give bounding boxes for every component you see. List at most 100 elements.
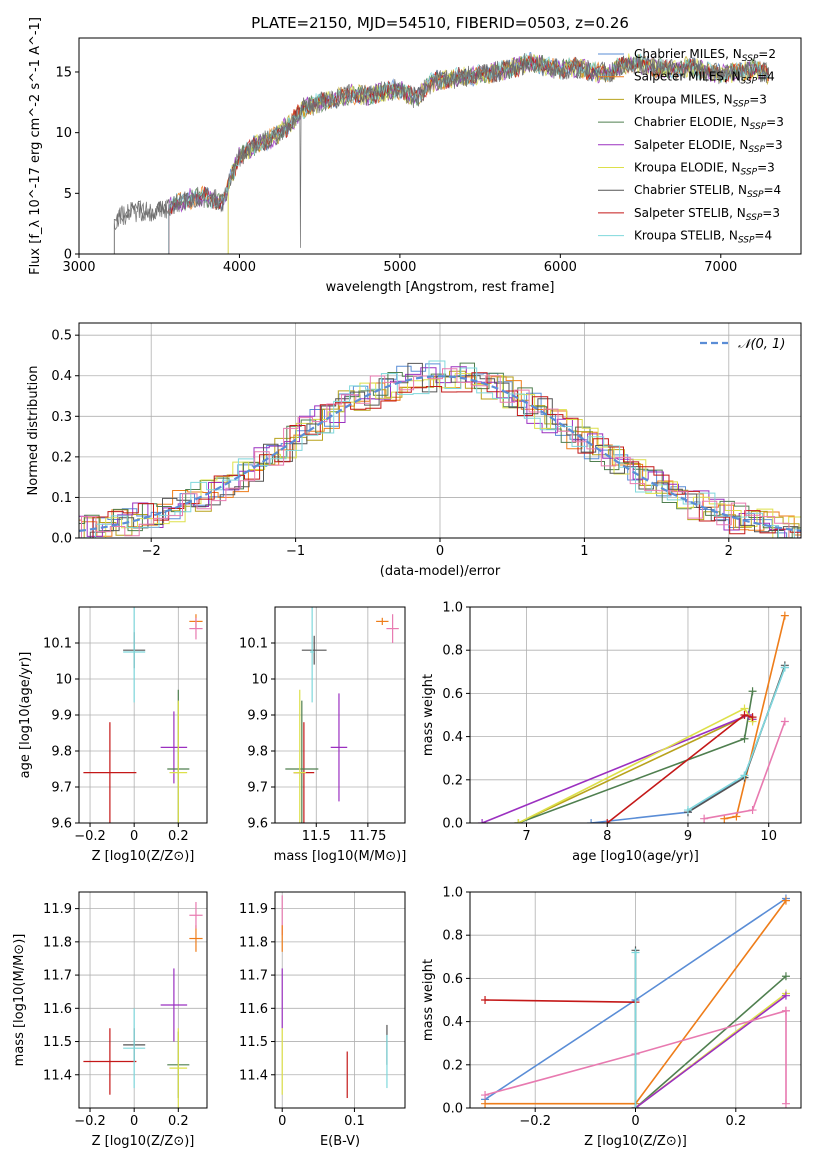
residual-histogram [81, 368, 801, 538]
residual-histogram [79, 366, 801, 538]
axes-frame [469, 606, 802, 824]
legend: Chabrier MILES, NSSP=2 Salpeter MILES, NS… [598, 47, 784, 246]
x-tick-label: 0.1 [344, 1114, 365, 1129]
weight-marker [740, 711, 749, 719]
weight-marker [631, 1104, 640, 1108]
weight-marker [700, 814, 709, 823]
plot-area [478, 611, 789, 823]
y-tick-label: 11.4 [239, 1068, 268, 1083]
x-tick-label: 7 [522, 829, 530, 844]
y-axis-label: mass [log10(M/M⊙)] [12, 934, 27, 1067]
y-axis-label: Normed distribution [26, 366, 41, 496]
y-tick-label: 9.8 [51, 745, 72, 760]
axes: −2 −1 0 1 2 0.0 0.1 0.2 0.3 0.4 0.5 (data-model)/er… [26, 322, 802, 579]
weight-line [518, 707, 754, 823]
weight-marker [780, 611, 789, 620]
weight-marker [631, 948, 640, 957]
panel-mass-vs-EBV: 0 0.1 11.4 11.5 11.6 11.7 11.8 11.9 E(B-V) [239, 891, 406, 1149]
weight-marker [514, 819, 523, 823]
y-tick-label: 1.0 [442, 886, 463, 901]
plot-area [79, 360, 801, 538]
weight-line [635, 995, 787, 1108]
y-tick-label: 0.6 [442, 687, 463, 702]
error-point [310, 607, 315, 703]
y-tick-label: 5 [64, 187, 72, 202]
legend-label: Kroupa ELODIE, NSSP=3 [634, 161, 775, 178]
y-tick-label: 11.6 [43, 1002, 72, 1017]
weight-marker [748, 806, 757, 815]
y-axis-label: mass weight [421, 674, 436, 756]
y-tick-label: 9.7 [247, 781, 268, 796]
axes-frame [78, 37, 802, 255]
y-axis-label: mass weight [421, 959, 436, 1041]
weight-line [687, 667, 786, 811]
axes: 0 0.1 11.4 11.5 11.6 11.7 11.8 11.9 E(B-V) [239, 891, 406, 1149]
weight-marker [481, 1091, 490, 1100]
residual-histogram [79, 372, 801, 538]
x-tick-label: 9 [684, 829, 692, 844]
model-spectrum-line [168, 54, 769, 254]
plot-area [481, 894, 790, 1108]
panel-mass-vs-Z: −0.2 0 0.2 11.4 11.5 11.6 11.7 11.8 11.9 Z [log10… [12, 891, 208, 1149]
weight-marker [748, 713, 757, 722]
legend-label: 𝒩(0, 1) [738, 337, 785, 352]
x-tick-label: 4000 [223, 260, 256, 275]
y-tick-label: 11.7 [43, 969, 72, 984]
plot-area [281, 895, 388, 1099]
y-tick-label: 15 [55, 65, 72, 80]
residual-histogram [79, 373, 801, 538]
x-tick-label: 11.5 [302, 829, 331, 844]
x-tick-label: 0 [631, 1114, 639, 1129]
legend-label: Chabrier ELODIE, NSSP=3 [634, 115, 784, 132]
x-tick-label: 3000 [62, 260, 95, 275]
residual-histogram [79, 370, 801, 538]
plot-area [83, 901, 203, 1108]
legend-label: Salpeter MILES, NSSP=4 [634, 70, 775, 87]
legend-label: Chabrier MILES, NSSP=2 [634, 47, 776, 64]
weight-line [606, 714, 753, 823]
y-tick-label: 11.9 [43, 902, 72, 917]
x-tick-label: 2 [725, 544, 733, 559]
x-axis-label: Z [log10(Z/Z⊙)] [584, 1134, 687, 1149]
x-axis-label: age [log10(age/yr)] [572, 849, 699, 864]
y-tick-label: 9.7 [51, 781, 72, 796]
y-tick-label: 9.9 [247, 709, 268, 724]
y-tick-label: 11.5 [43, 1035, 72, 1050]
residual-histogram [79, 375, 801, 537]
x-tick-label: 0 [436, 544, 444, 559]
y-tick-label: 10.1 [43, 637, 72, 652]
y-tick-label: 10.1 [239, 637, 268, 652]
weight-marker [740, 771, 749, 780]
panel-mass-weight-vs-age: 7 8 9 10 0.0 0.2 0.4 0.6 0.8 1.0 age [log10(age/yr… [421, 601, 802, 864]
weight-marker [481, 1099, 490, 1108]
y-tick-label: 0.0 [51, 532, 72, 547]
weight-marker [781, 896, 790, 905]
weight-line [481, 714, 754, 823]
x-axis-label: E(B-V) [320, 1134, 360, 1149]
x-axis-label: Z [log10(Z/Z⊙)] [92, 1134, 195, 1149]
error-point [83, 1028, 137, 1095]
plot-area [113, 52, 770, 254]
x-axis-label: (data-model)/error [380, 564, 501, 579]
error-point [386, 614, 399, 643]
error-point [160, 711, 188, 784]
y-tick-label: 10 [55, 673, 72, 688]
y-axis-label: age [log10(age/yr)] [18, 652, 33, 779]
y-tick-label: 0.5 [51, 329, 72, 344]
model-spectrum-line [168, 54, 769, 254]
axes-frame [274, 891, 406, 1109]
error-point [293, 689, 306, 823]
grid-lines [79, 892, 207, 1108]
plot-area [285, 607, 399, 823]
x-tick-label: 10 [760, 829, 777, 844]
figure-title: PLATE=2150, MJD=54510, FIBERID=0503, z=0… [251, 14, 629, 32]
grid-lines [79, 323, 801, 539]
x-tick-label: −0.2 [74, 1114, 106, 1129]
weight-line [634, 975, 787, 1108]
y-tick-label: 0.6 [442, 972, 463, 987]
x-tick-label: 8 [603, 829, 611, 844]
weight-marker [781, 972, 790, 981]
x-axis-label: wavelength [Angstrom, rest frame] [326, 280, 555, 295]
weight-marker [781, 1006, 790, 1015]
